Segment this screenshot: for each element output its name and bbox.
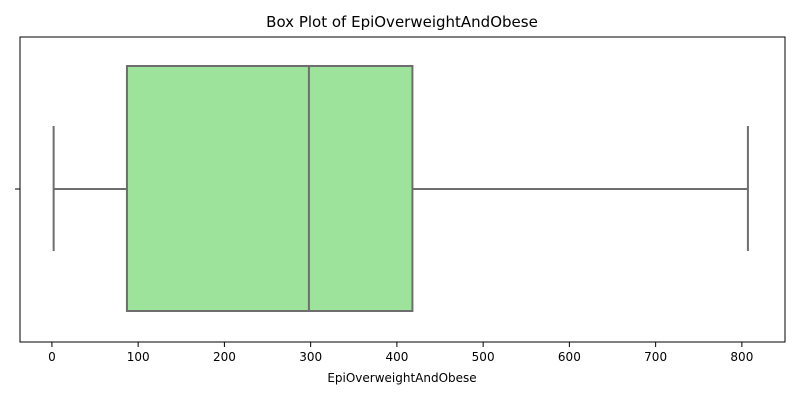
x-tick-label: 500 [472, 350, 495, 364]
x-axis-label: EpiOverweightAndObese [327, 371, 476, 385]
x-axis: 0 100 200 300 400 500 600 700 800 [48, 342, 753, 364]
x-tick-label: 100 [127, 350, 150, 364]
x-tick-label: 200 [213, 350, 236, 364]
box-plot [52, 65, 749, 312]
x-tick-label: 400 [385, 350, 408, 364]
interquartile-box [125, 65, 414, 312]
x-tick-label: 300 [299, 350, 322, 364]
x-tick-label: 0 [48, 350, 56, 364]
x-tick-label: 800 [730, 350, 753, 364]
chart-title: Box Plot of EpiOverweightAndObese [266, 13, 538, 31]
x-tick-label: 700 [644, 350, 667, 364]
x-tick-label: 600 [558, 350, 581, 364]
